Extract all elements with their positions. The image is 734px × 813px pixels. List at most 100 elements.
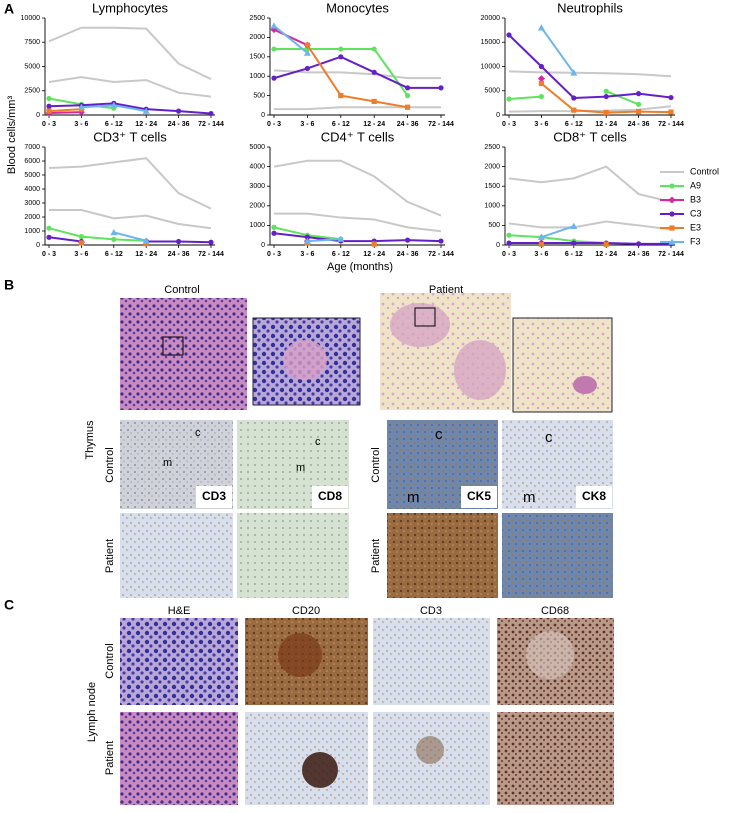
- side-label: Lymph node: [86, 682, 98, 742]
- series-line: [509, 242, 671, 245]
- marker: [636, 109, 642, 115]
- series-line: [508, 70, 672, 78]
- x-tick-label: 24 - 36: [397, 121, 419, 128]
- marker: [371, 46, 377, 52]
- chart-title: Neutrophils: [557, 0, 623, 15]
- y-tick-label: 2000: [249, 203, 265, 210]
- series-line: [273, 24, 309, 54]
- x-tick-label: 6 - 12: [332, 121, 350, 128]
- marker: [571, 107, 577, 113]
- micrograph: [512, 317, 613, 413]
- cell: [573, 376, 597, 394]
- chart-title: Monocytes: [326, 0, 389, 15]
- x-tick-label: 24 - 36: [628, 251, 650, 258]
- series-line: [48, 26, 212, 81]
- marker: [438, 238, 444, 244]
- region-label: c: [315, 436, 321, 448]
- label-box: [576, 486, 612, 508]
- y-tick-label: 15000: [481, 39, 501, 46]
- series-line: [273, 55, 441, 89]
- legend-label: E3: [690, 222, 701, 232]
- y-tick-label: 0: [496, 242, 500, 249]
- y-tick-label: 4000: [249, 163, 265, 170]
- marker: [506, 32, 512, 38]
- x-tick-label: 24 - 36: [168, 121, 190, 128]
- marker: [669, 183, 675, 189]
- y-tick-label: 5000: [484, 88, 500, 95]
- stain-label: CD8: [318, 489, 342, 503]
- marker: [570, 222, 578, 229]
- marker: [110, 101, 118, 109]
- chart-title: CD3⁺ T cells: [93, 129, 167, 144]
- marker: [371, 98, 377, 105]
- x-tick-label: 72 - 144: [428, 251, 454, 258]
- series-line: [508, 234, 607, 245]
- marker: [603, 109, 609, 116]
- micrograph: [120, 513, 233, 598]
- y-tick-label: 0: [36, 242, 40, 249]
- region-label: c: [195, 427, 201, 439]
- panel-a: A Blood cells/mm³ Age (months): [4, 1, 393, 273]
- corpuscle: [283, 340, 327, 380]
- row-label: Patient: [104, 741, 116, 775]
- marker: [338, 93, 344, 99]
- stain-label: CK5: [467, 489, 491, 503]
- y-tick-label: 500: [488, 222, 500, 229]
- series-line: [48, 102, 212, 115]
- marker: [46, 225, 52, 231]
- legend-label: B3: [690, 194, 701, 204]
- marker: [669, 225, 675, 231]
- y-tick-label: 1500: [249, 54, 265, 61]
- label-box: [196, 486, 232, 508]
- y-tick-label: 3000: [24, 200, 40, 207]
- marker: [271, 46, 277, 52]
- marker: [538, 63, 545, 70]
- x-tick-label: 3 - 6: [74, 121, 88, 128]
- stain-label: CD3: [202, 489, 226, 503]
- marker: [142, 237, 150, 244]
- lobule: [390, 303, 450, 347]
- series-line: [49, 209, 212, 230]
- label-box: [461, 486, 497, 508]
- marker: [538, 80, 544, 87]
- series-line: [508, 165, 672, 203]
- marker: [208, 110, 214, 117]
- x-tick-label: 6 - 12: [565, 251, 583, 258]
- marker: [668, 196, 676, 204]
- column-label: Patient: [429, 284, 463, 296]
- marker: [506, 240, 512, 246]
- marker: [78, 240, 84, 246]
- legend-label: A9: [690, 180, 701, 190]
- marker: [405, 85, 411, 91]
- series-line: [306, 44, 408, 109]
- x-tick-label: 0 - 3: [502, 121, 516, 128]
- row-label: Patient: [370, 539, 382, 573]
- legend-label: C3: [690, 208, 702, 218]
- marker: [176, 108, 182, 114]
- x-tick-label: 0 - 3: [267, 251, 281, 258]
- x-tick-label: 0 - 3: [42, 251, 56, 258]
- panel-b: B Control Patient Thymus Control Patient…: [4, 277, 613, 598]
- region-label: c: [545, 429, 553, 446]
- y-tick-label: 1000: [484, 203, 500, 210]
- x-tick-label: 6 - 12: [565, 121, 583, 128]
- stain-label: CK8: [582, 489, 606, 503]
- marker: [46, 103, 52, 109]
- marker: [405, 93, 411, 99]
- x-tick-label: 12 - 24: [135, 251, 157, 258]
- panel-c: C H&E CD20 CD3 CD68 Lymph node Control P…: [4, 597, 614, 805]
- x-tick-label: 6 - 12: [105, 121, 123, 128]
- marker: [668, 109, 674, 115]
- micrograph: [502, 513, 613, 598]
- micrograph: [237, 513, 349, 598]
- y-tick-label: 2500: [249, 15, 265, 22]
- marker: [537, 233, 545, 240]
- x-tick-label: 0 - 3: [267, 121, 281, 128]
- y-tick-label: 2000: [249, 34, 265, 41]
- row-label: Patient: [104, 539, 116, 573]
- marker: [176, 238, 182, 245]
- inset-box: [414, 307, 436, 327]
- marker: [271, 224, 277, 230]
- marker: [537, 75, 545, 83]
- y-tick-label: 7000: [24, 144, 40, 151]
